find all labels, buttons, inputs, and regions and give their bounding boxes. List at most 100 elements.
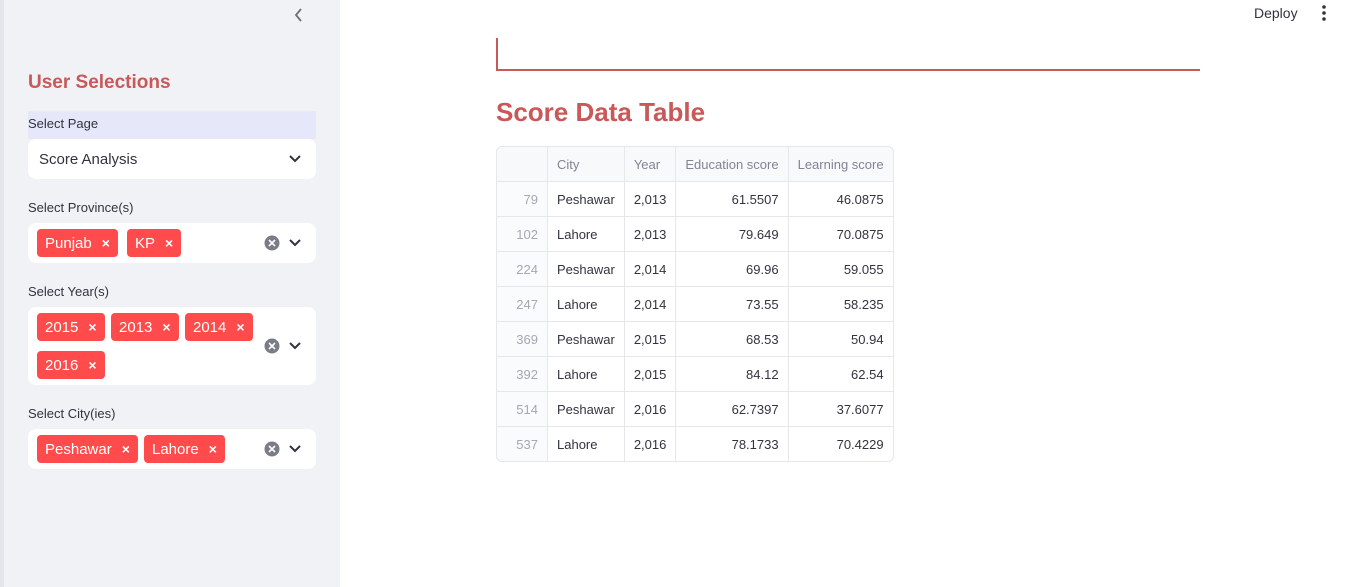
cell-learning-score[interactable]: 46.0875: [788, 181, 893, 217]
column-header-year[interactable]: Year: [624, 147, 677, 182]
tag-label: 2013: [119, 318, 153, 336]
table-row: 392 Lahore 2,015 84.12 62.54: [497, 356, 893, 392]
cell-education-score[interactable]: 62.7397: [675, 391, 789, 427]
cell-year[interactable]: 2,013: [624, 181, 677, 217]
tag-label: 2014: [193, 318, 227, 336]
tag-label: KP: [135, 234, 156, 252]
city-multiselect[interactable]: Peshawar × Lahore ×: [28, 429, 316, 469]
tag-label: Peshawar: [45, 440, 112, 458]
tag-kp: KP ×: [127, 229, 182, 257]
cell-city[interactable]: Lahore: [547, 286, 625, 322]
select-page-label: Select Page: [28, 111, 316, 139]
divider: [496, 69, 1200, 71]
cell-learning-score[interactable]: 70.4229: [836, 436, 884, 452]
page-select[interactable]: Score Analysis: [28, 139, 316, 179]
clear-all-icon[interactable]: [264, 235, 280, 251]
tag-punjab: Punjab ×: [37, 229, 118, 257]
cell-learning-score[interactable]: 70.0875: [788, 216, 893, 252]
column-header-city[interactable]: City: [547, 147, 625, 182]
tag-2014: 2014 ×: [185, 313, 253, 341]
cell-learning-score[interactable]: 37.6077: [788, 391, 893, 427]
clear-all-icon[interactable]: [264, 441, 280, 457]
row-index: 224: [497, 251, 548, 287]
remove-tag-icon[interactable]: ×: [88, 319, 97, 335]
select-province-label: Select Province(s): [28, 200, 134, 215]
cell-education-score[interactable]: 84.12: [675, 356, 789, 392]
tag-peshawar: Peshawar ×: [37, 435, 138, 463]
more-options-icon[interactable]: [1316, 4, 1332, 22]
table-row: 247 Lahore 2,014 73.55 58.235: [497, 286, 893, 322]
remove-tag-icon[interactable]: ×: [101, 235, 110, 251]
tag-2013: 2013 ×: [111, 313, 179, 341]
cell-year[interactable]: 2,016: [624, 426, 677, 461]
column-header-index[interactable]: [497, 147, 548, 182]
cell-year[interactable]: 2,014: [624, 286, 677, 322]
page-select-value: Score Analysis: [39, 150, 138, 168]
cell-year[interactable]: 2,016: [624, 391, 677, 427]
cell-learning-score[interactable]: 50.94: [788, 321, 893, 357]
score-data-table[interactable]: City Year Education score Learning score…: [496, 146, 894, 462]
table-row: 79 Peshawar 2,013 61.5507 46.0875: [497, 181, 893, 217]
cell-year[interactable]: 2,015: [624, 356, 677, 392]
clear-all-icon[interactable]: [264, 338, 280, 354]
tag-label: Lahore: [152, 440, 199, 458]
province-multiselect[interactable]: Punjab × KP ×: [28, 223, 316, 263]
table-row: 224 Peshawar 2,014 69.96 59.055: [497, 251, 893, 287]
cell-city[interactable]: Peshawar: [547, 181, 625, 217]
page-title: Score Data Table: [496, 97, 706, 127]
tag-label: Punjab: [45, 234, 92, 252]
remove-tag-icon[interactable]: ×: [88, 357, 97, 373]
tag-label: 2016: [45, 356, 79, 374]
row-index: 102: [497, 216, 548, 252]
cell-learning-score[interactable]: 62.54: [788, 356, 893, 392]
tag-2015: 2015 ×: [37, 313, 105, 341]
cell-city[interactable]: Peshawar: [547, 391, 625, 427]
cell-city[interactable]: Lahore: [547, 356, 625, 392]
cell-city[interactable]: Lahore: [547, 426, 625, 461]
table-row: 537 Lahore 2,016 78.1733 70.4229: [497, 426, 893, 461]
remove-tag-icon[interactable]: ×: [236, 319, 245, 335]
chevron-down-icon[interactable]: [288, 444, 302, 454]
cell-city[interactable]: Peshawar: [547, 251, 625, 287]
chevron-down-icon[interactable]: [288, 154, 302, 164]
sidebar: User Selections Select Page Score Analys…: [0, 0, 340, 587]
column-header-education-score[interactable]: Education score: [675, 147, 789, 182]
cell-learning-score[interactable]: 58.235: [788, 286, 893, 322]
cell-education-score[interactable]: 73.55: [675, 286, 789, 322]
remove-tag-icon[interactable]: ×: [208, 441, 217, 457]
tag-label: 2015: [45, 318, 79, 336]
tag-lahore: Lahore ×: [144, 435, 225, 463]
column-header-learning-score[interactable]: Learning score: [788, 147, 893, 182]
cell-year[interactable]: 2,014: [624, 251, 677, 287]
deploy-button[interactable]: Deploy: [1254, 5, 1298, 21]
tag-2016: 2016 ×: [37, 351, 105, 379]
cell-education-score[interactable]: 61.5507: [675, 181, 789, 217]
row-index: 514: [497, 391, 548, 427]
remove-tag-icon[interactable]: ×: [121, 441, 130, 457]
cell-year[interactable]: 2,015: [624, 321, 677, 357]
remove-tag-icon[interactable]: ×: [162, 319, 171, 335]
cell-city[interactable]: Lahore: [547, 216, 625, 252]
cell-learning-score[interactable]: 59.055: [788, 251, 893, 287]
chevron-down-icon[interactable]: [288, 238, 302, 248]
select-year-label: Select Year(s): [28, 284, 109, 299]
select-city-label: Select City(ies): [28, 406, 116, 421]
row-index: 247: [497, 286, 548, 322]
cell-education-score[interactable]: 78.1733: [675, 426, 789, 461]
remove-tag-icon[interactable]: ×: [165, 235, 174, 251]
cell-education-score[interactable]: 69.96: [675, 251, 789, 287]
table-row: 514 Peshawar 2,016 62.7397 37.6077: [497, 391, 893, 427]
cell-education-score[interactable]: 68.53: [675, 321, 789, 357]
row-index: 392: [497, 356, 548, 392]
sidebar-title: User Selections: [28, 72, 171, 93]
chevron-down-icon[interactable]: [288, 341, 302, 351]
cell-city[interactable]: Peshawar: [547, 321, 625, 357]
cell-education-score[interactable]: 79.649: [675, 216, 789, 252]
row-index: 369: [497, 321, 548, 357]
row-index: 79: [497, 181, 548, 217]
row-index: 537: [497, 426, 548, 461]
collapse-sidebar-icon[interactable]: [288, 4, 310, 26]
cell-year[interactable]: 2,013: [624, 216, 677, 252]
table-header-row: City Year Education score Learning score: [497, 147, 893, 182]
year-multiselect[interactable]: 2015 × 2013 × 2014 × 2016 ×: [28, 307, 316, 385]
